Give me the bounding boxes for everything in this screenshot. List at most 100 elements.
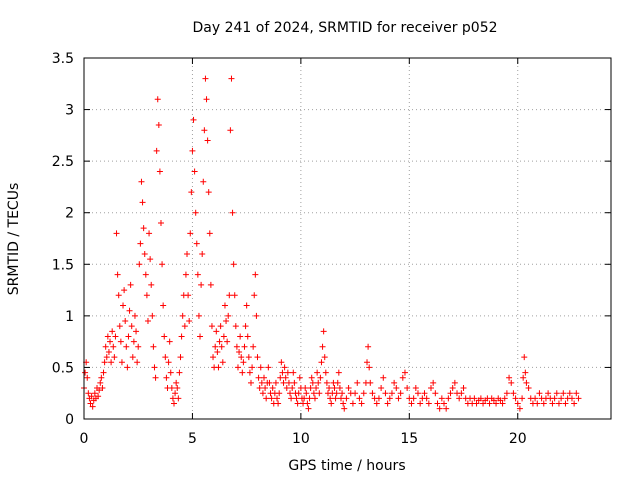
- data-point: [182, 271, 189, 278]
- data-point: [310, 390, 317, 397]
- data-point: [118, 359, 125, 366]
- data-point: [177, 354, 184, 361]
- data-point: [148, 281, 155, 288]
- data-point: [276, 390, 283, 397]
- data-point: [438, 395, 445, 402]
- data-point: [224, 338, 231, 345]
- data-point: [234, 364, 241, 371]
- data-point: [233, 343, 240, 350]
- data-point: [343, 395, 350, 402]
- data-point: [523, 379, 530, 386]
- data-point: [160, 302, 167, 309]
- data-point: [499, 400, 506, 407]
- data-point: [142, 271, 149, 278]
- data-point: [327, 395, 334, 402]
- data-point: [189, 147, 196, 154]
- data-point: [105, 348, 112, 355]
- data-point: [257, 364, 264, 371]
- data-point: [522, 369, 529, 376]
- data-point: [226, 292, 233, 299]
- data-point: [404, 385, 411, 392]
- data-point: [237, 333, 244, 340]
- data-point: [181, 323, 188, 330]
- data-point: [138, 178, 145, 185]
- data-point: [317, 374, 324, 381]
- data-point: [124, 364, 131, 371]
- data-point: [112, 333, 119, 340]
- data-point: [401, 369, 408, 376]
- data-point: [99, 385, 106, 392]
- data-point: [378, 385, 385, 392]
- data-point: [197, 333, 204, 340]
- data-point: [571, 400, 578, 407]
- data-point: [239, 369, 246, 376]
- data-point: [447, 390, 454, 397]
- data-point: [287, 390, 294, 397]
- data-point: [229, 209, 236, 216]
- data-point: [212, 343, 219, 350]
- data-point: [204, 137, 211, 144]
- data-point: [128, 323, 135, 330]
- data-point: [176, 369, 183, 376]
- y-tick-label: 3: [65, 103, 74, 119]
- data-point: [473, 400, 480, 407]
- data-point: [360, 390, 367, 397]
- data-point: [242, 323, 249, 330]
- data-point: [506, 374, 513, 381]
- data-point: [127, 281, 134, 288]
- data-point: [179, 312, 186, 319]
- data-point: [198, 281, 205, 288]
- data-point: [159, 261, 166, 268]
- data-point: [157, 220, 164, 227]
- data-point: [120, 302, 127, 309]
- data-point: [155, 122, 162, 129]
- data-point: [315, 379, 322, 386]
- data-point: [169, 395, 176, 402]
- data-point: [150, 343, 157, 350]
- data-point: [319, 343, 326, 350]
- data-point: [425, 400, 432, 407]
- data-point: [110, 343, 117, 350]
- data-point: [91, 390, 98, 397]
- data-point: [241, 343, 248, 350]
- data-point: [139, 199, 146, 206]
- data-point: [568, 395, 575, 402]
- data-point: [272, 379, 279, 386]
- data-point: [149, 312, 156, 319]
- data-point: [534, 400, 541, 407]
- data-point: [184, 250, 191, 257]
- data-point: [575, 395, 582, 402]
- data-point: [165, 359, 172, 366]
- data-point: [178, 333, 185, 340]
- data-point: [129, 354, 136, 361]
- data-point: [117, 338, 124, 345]
- data-point: [304, 400, 311, 407]
- data-point: [195, 312, 202, 319]
- data-point: [153, 147, 160, 154]
- data-point: [100, 369, 107, 376]
- data-point: [200, 178, 207, 185]
- data-point: [316, 390, 323, 397]
- data-point: [382, 390, 389, 397]
- data-point: [116, 323, 123, 330]
- data-point: [230, 261, 237, 268]
- data-point: [309, 379, 316, 386]
- data-point: [333, 390, 340, 397]
- data-point: [551, 395, 558, 402]
- data-point: [133, 328, 140, 335]
- data-point: [190, 116, 197, 123]
- data-point: [560, 390, 567, 397]
- data-point: [427, 385, 434, 392]
- data-point: [365, 343, 372, 350]
- data-point: [185, 292, 192, 299]
- data-point: [193, 240, 200, 247]
- data-point: [192, 209, 199, 216]
- data-point: [108, 359, 115, 366]
- data-point: [122, 318, 129, 325]
- data-point: [228, 75, 235, 82]
- data-point: [337, 395, 344, 402]
- data-point: [240, 359, 247, 366]
- data-point: [231, 292, 238, 299]
- data-point: [82, 369, 89, 376]
